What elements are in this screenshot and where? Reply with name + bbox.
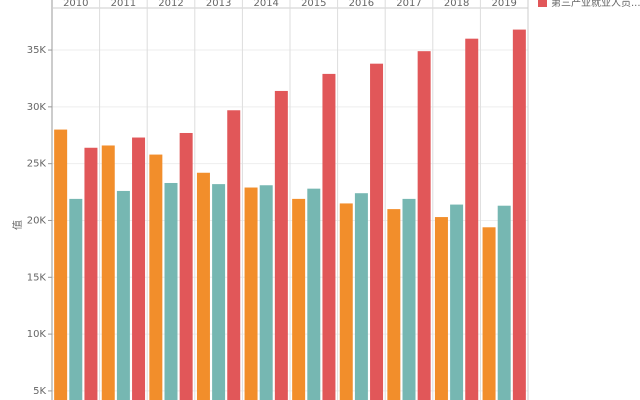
bar [164, 182, 178, 400]
bar [417, 51, 431, 400]
bar [132, 137, 146, 400]
bar [244, 187, 258, 400]
column-header: 2013 [206, 0, 231, 9]
column-header: 2012 [158, 0, 183, 9]
bar [354, 193, 368, 400]
y-tick-label: 15K [27, 272, 47, 283]
legend-swatch [538, 0, 547, 7]
bar [322, 73, 336, 400]
bar [307, 188, 321, 400]
y-axis-label: 值 [11, 220, 24, 230]
bar [370, 63, 384, 400]
y-tick-label: 25K [27, 159, 47, 170]
column-header: 2014 [253, 0, 278, 9]
bar [465, 38, 479, 400]
column-header: 2017 [396, 0, 421, 9]
y-tick-label: 5K [33, 386, 46, 397]
column-header: 2019 [491, 0, 516, 9]
y-tick-label: 30K [27, 102, 47, 113]
bar [450, 204, 464, 400]
bar [434, 217, 448, 400]
bar [54, 129, 68, 400]
bar [116, 190, 130, 400]
bar [512, 29, 526, 400]
column-header: 2010 [63, 0, 88, 9]
bar [292, 198, 306, 400]
bar [497, 205, 511, 400]
bar [212, 184, 226, 400]
bar [259, 185, 273, 400]
bar [227, 110, 241, 400]
legend-label: 第三产业就业人员... [551, 0, 640, 9]
bar [196, 172, 210, 400]
bar [69, 198, 83, 400]
bar [179, 132, 193, 400]
y-tick-label: 20K [27, 215, 47, 226]
column-header: 2018 [444, 0, 469, 9]
bar [482, 227, 496, 400]
column-header: 2015 [301, 0, 326, 9]
bar [339, 203, 353, 400]
column-header: 2016 [349, 0, 374, 9]
bar [402, 198, 416, 400]
bar [387, 209, 401, 400]
bar [274, 90, 288, 400]
y-tick-label: 10K [27, 329, 47, 340]
bar [149, 154, 163, 400]
bar [84, 147, 98, 400]
column-header: 2011 [111, 0, 136, 9]
y-tick-label: 35K [27, 45, 47, 56]
bar [101, 145, 115, 400]
